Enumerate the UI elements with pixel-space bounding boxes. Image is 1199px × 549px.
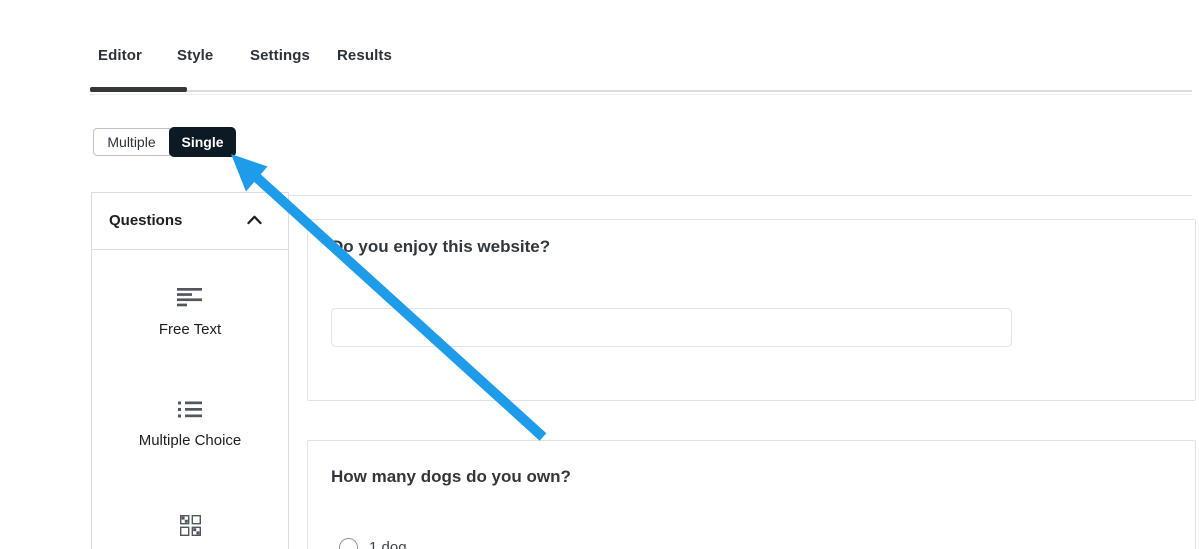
- multiple-choice-icon: [178, 401, 202, 418]
- toggle-option-single[interactable]: Single: [169, 127, 236, 157]
- sidebar-item-multiple-choice[interactable]: Multiple Choice: [92, 401, 288, 449]
- sidebar-item-label: Free Text: [158, 321, 222, 338]
- active-tab-underline: [90, 87, 187, 92]
- tab-results[interactable]: Results: [337, 47, 392, 64]
- free-text-answer-input[interactable]: [331, 308, 1012, 347]
- answer-option-label: 1 dog: [369, 539, 407, 549]
- question-title: Do you enjoy this website?: [331, 237, 551, 256]
- answer-mode-toggle: Multiple Single: [93, 127, 236, 157]
- chevron-up-icon[interactable]: [247, 215, 262, 225]
- sidebar-title: Questions: [109, 212, 183, 229]
- radio-button-icon[interactable]: [339, 538, 358, 549]
- toggle-option-multiple[interactable]: Multiple: [93, 128, 170, 156]
- tabbar-divider-light: [90, 94, 1192, 95]
- question-card-free-text[interactable]: Do you enjoy this website?: [307, 219, 1196, 401]
- canvas-top-border: [289, 195, 1192, 196]
- sidebar-header: Questions: [92, 193, 288, 250]
- tab-style[interactable]: Style: [177, 47, 214, 64]
- tabbar-divider: [90, 90, 1192, 92]
- tab-settings[interactable]: Settings: [250, 47, 310, 64]
- tab-editor[interactable]: Editor: [98, 47, 142, 64]
- sidebar-item-label: Multiple Choice: [138, 432, 242, 449]
- matrix-icon: [179, 514, 201, 537]
- answer-option-row[interactable]: 1 dog: [339, 538, 407, 549]
- sidebar-item-free-text[interactable]: Free Text: [92, 288, 288, 338]
- question-types-sidebar: Questions Free Text: [91, 192, 289, 549]
- free-text-icon: [177, 288, 203, 307]
- question-title: How many dogs do you own?: [331, 467, 571, 486]
- sidebar-item-matrix[interactable]: [92, 514, 288, 549]
- question-card-single-choice[interactable]: How many dogs do you own? 1 dog: [307, 440, 1196, 549]
